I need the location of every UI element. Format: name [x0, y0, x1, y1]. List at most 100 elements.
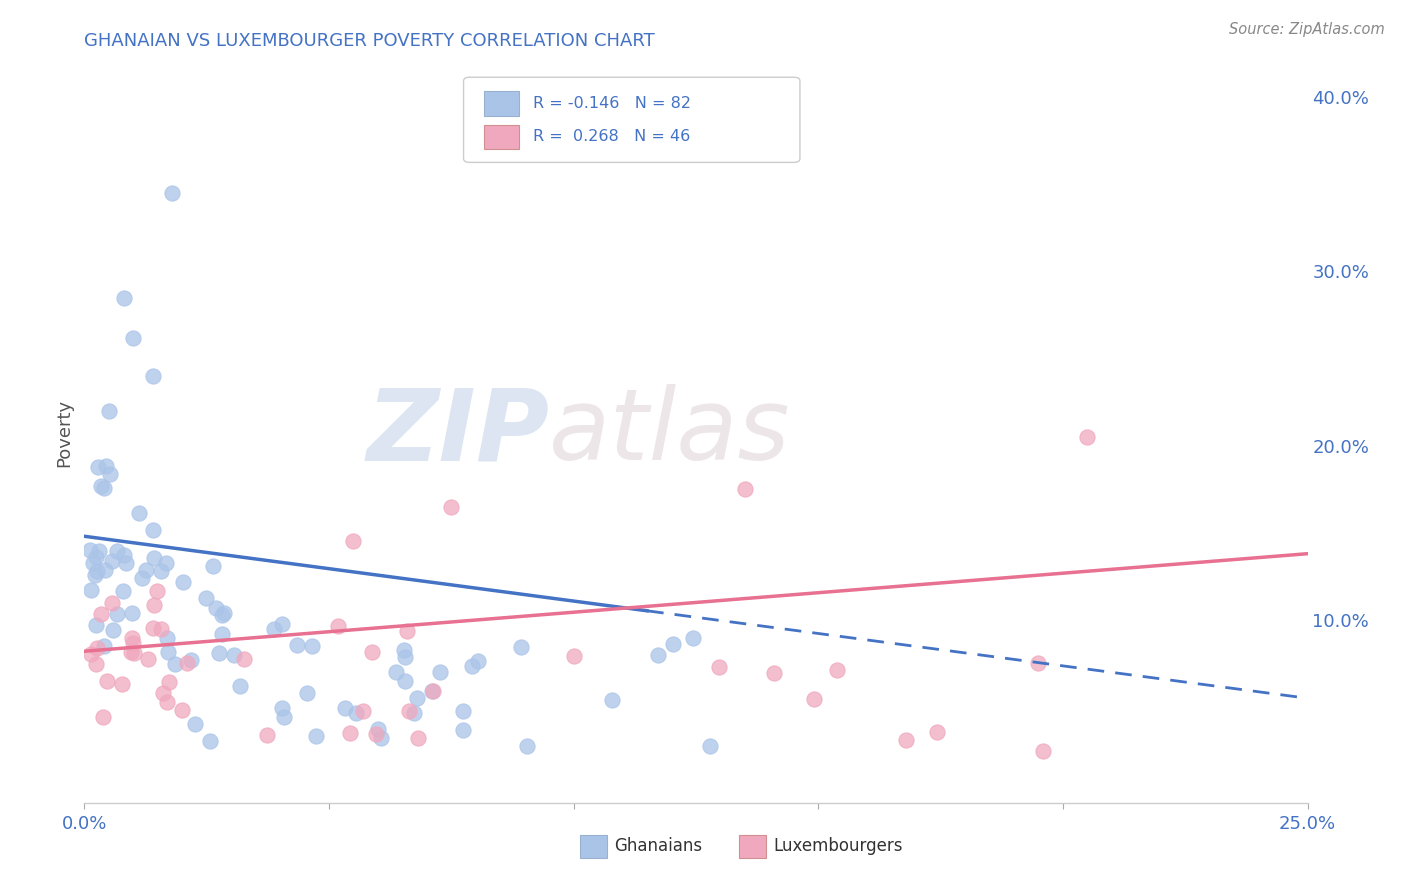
Point: [562, 648, 585, 663]
Point: [295, 686, 318, 700]
Point: [84, 549, 107, 564]
Point: [263, 622, 285, 636]
Point: [105, 544, 128, 558]
Point: [301, 639, 323, 653]
Point: [367, 722, 389, 736]
Point: [98, 467, 121, 481]
Point: [208, 646, 231, 660]
Point: [143, 598, 166, 612]
Point: [422, 684, 444, 698]
Point: [105, 607, 128, 621]
Point: [214, 606, 236, 620]
Point: [157, 675, 180, 690]
Point: [176, 656, 198, 670]
Point: [121, 631, 143, 645]
Point: [361, 645, 384, 659]
Point: [198, 734, 221, 748]
Point: [101, 554, 124, 568]
FancyBboxPatch shape: [464, 78, 800, 162]
Y-axis label: Poverty: Poverty: [55, 399, 73, 467]
Point: [112, 291, 135, 305]
Point: [84, 657, 107, 671]
Point: [461, 658, 484, 673]
Point: [122, 331, 145, 345]
Point: [763, 665, 786, 680]
Point: [89, 543, 111, 558]
Point: [344, 706, 367, 721]
Point: [516, 739, 538, 753]
Point: [285, 638, 308, 652]
Point: [1032, 744, 1054, 758]
Point: [163, 657, 186, 671]
Point: [600, 693, 623, 707]
Point: [172, 574, 194, 589]
Point: [180, 653, 202, 667]
Point: [93, 710, 115, 724]
Point: [122, 636, 145, 650]
Point: [142, 621, 165, 635]
Text: ZIP: ZIP: [366, 384, 550, 481]
Point: [682, 632, 704, 646]
Point: [93, 481, 115, 495]
Point: [256, 728, 278, 742]
Point: [90, 479, 112, 493]
Point: [96, 673, 118, 688]
Point: [707, 659, 730, 673]
Point: [195, 591, 218, 605]
Point: [342, 534, 364, 549]
Point: [122, 646, 145, 660]
Point: [270, 616, 292, 631]
Point: [184, 717, 207, 731]
Point: [1076, 430, 1098, 444]
Point: [394, 649, 416, 664]
Bar: [738, 835, 766, 858]
Point: [156, 631, 179, 645]
Point: [352, 704, 374, 718]
Point: [467, 654, 489, 668]
Point: [142, 523, 165, 537]
Text: Luxembourgers: Luxembourgers: [773, 838, 903, 855]
Text: Ghanaians: Ghanaians: [614, 838, 702, 855]
Point: [162, 186, 184, 200]
Point: [79, 647, 101, 661]
Point: [94, 563, 117, 577]
Point: [152, 686, 174, 700]
Point: [156, 645, 179, 659]
Point: [364, 727, 387, 741]
Point: [394, 674, 416, 689]
Point: [827, 663, 849, 677]
Point: [395, 624, 418, 638]
Point: [370, 731, 392, 746]
Point: [90, 607, 112, 622]
Text: R =  0.268   N = 46: R = 0.268 N = 46: [533, 129, 690, 144]
Point: [150, 622, 173, 636]
Point: [224, 648, 246, 662]
Bar: [579, 835, 606, 858]
Point: [172, 703, 194, 717]
Point: [142, 369, 165, 384]
Point: [429, 665, 451, 679]
Point: [305, 729, 328, 743]
Point: [149, 564, 172, 578]
Point: [211, 607, 233, 622]
Point: [406, 731, 429, 745]
Point: [155, 557, 177, 571]
Point: [451, 704, 474, 718]
Point: [83, 568, 105, 582]
Point: [79, 543, 101, 558]
Point: [894, 733, 917, 747]
Point: [120, 645, 142, 659]
Point: [79, 582, 101, 597]
Point: [128, 506, 150, 520]
Point: [398, 704, 420, 718]
Point: [111, 676, 134, 690]
Point: [803, 692, 825, 706]
Point: [201, 558, 224, 573]
Point: [93, 640, 115, 654]
Point: [97, 404, 120, 418]
Point: [146, 583, 169, 598]
Point: [326, 619, 349, 633]
Point: [143, 551, 166, 566]
Bar: [484, 91, 519, 116]
Point: [82, 556, 104, 570]
